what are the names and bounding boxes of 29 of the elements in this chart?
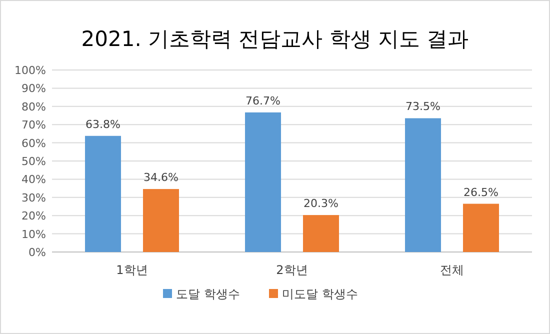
- y-tick-label: 90%: [22, 82, 46, 96]
- bar: [143, 189, 179, 252]
- data-label: 34.6%: [144, 171, 178, 184]
- y-tick-label: 80%: [22, 100, 46, 114]
- bar: [303, 215, 339, 252]
- legend-label: 도달 학생수: [176, 287, 240, 301]
- data-label: 26.5%: [464, 186, 498, 199]
- chart-title: 2021. 기초학력 전담교사 학생 지도 결과: [81, 27, 469, 51]
- data-label: 73.5%: [406, 100, 440, 114]
- y-tick-label: 50%: [22, 155, 46, 168]
- y-tick-label: 30%: [22, 191, 46, 204]
- y-tick-label: 100%: [14, 64, 46, 77]
- y-tick-label: 0%: [28, 246, 46, 259]
- data-label: 76.7%: [246, 94, 280, 108]
- x-tick-label: 1학년: [116, 263, 148, 277]
- bar: [463, 204, 499, 252]
- bar: [405, 118, 441, 252]
- y-tick-label: 40%: [22, 173, 46, 186]
- data-label: 20.3%: [304, 197, 338, 210]
- y-tick-label: 10%: [22, 228, 46, 241]
- x-tick-label: 전체: [440, 263, 464, 277]
- legend-label: 미도달 학생수: [282, 287, 358, 301]
- y-tick-label: 60%: [22, 136, 46, 150]
- bar: [85, 136, 121, 252]
- y-tick-label: 20%: [22, 210, 46, 223]
- y-tick-label: 70%: [22, 118, 46, 132]
- data-label: 63.8%: [86, 118, 120, 131]
- bar: [245, 112, 281, 252]
- x-tick-label: 2학년: [276, 263, 308, 277]
